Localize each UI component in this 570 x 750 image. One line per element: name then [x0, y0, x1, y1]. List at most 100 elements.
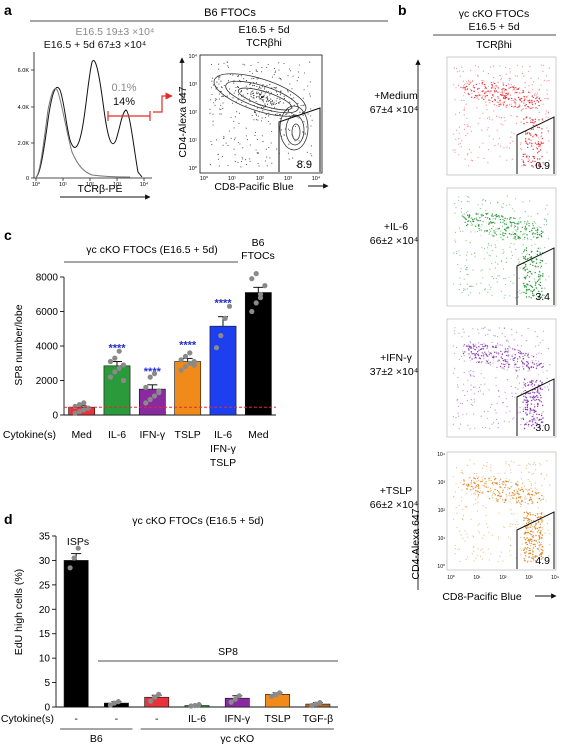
event-dot: [533, 419, 535, 421]
event-dot: [510, 251, 513, 253]
category-label: IFN-γ: [139, 429, 165, 441]
event-dot: [536, 92, 539, 94]
event-dot: [537, 266, 539, 268]
event-dot: [525, 522, 528, 525]
event-dot: [530, 381, 532, 383]
y-tick-label: 0: [52, 411, 58, 422]
event-dot: [491, 213, 493, 215]
event-dot: [466, 117, 468, 119]
event-dot: [211, 143, 213, 146]
event-dot: [534, 482, 536, 484]
event-dot: [476, 88, 479, 90]
event-dot: [503, 278, 505, 280]
event-dot: [478, 224, 480, 226]
event-dot: [266, 96, 268, 98]
contour-line: [459, 211, 547, 245]
event-dot: [212, 124, 214, 126]
contour-line: [488, 487, 518, 497]
contour-a-title2: TCRβhi: [246, 37, 282, 49]
event-dot: [219, 108, 221, 110]
condition-label: +IFN-γ: [380, 352, 413, 364]
event-dot: [227, 164, 229, 167]
data-point: [85, 405, 91, 411]
event-dot: [531, 494, 534, 496]
event-dot: [542, 425, 545, 427]
event-dot: [274, 68, 276, 70]
event-dot: [251, 91, 253, 93]
event-dot: [492, 235, 494, 237]
event-dot: [474, 354, 476, 356]
event-dot: [308, 163, 310, 165]
event-dot: [247, 93, 249, 95]
event-dot: [227, 65, 229, 67]
event-dot: [497, 342, 499, 344]
category-label: -: [74, 713, 78, 725]
event-dot: [526, 364, 528, 366]
event-dot: [533, 289, 535, 292]
sp8-gate: [516, 511, 555, 569]
event-dot: [524, 269, 526, 271]
event-dot: [477, 501, 479, 503]
event-dot: [210, 99, 212, 101]
event-dot: [525, 116, 528, 118]
event-dot: [460, 355, 463, 357]
event-dot: [463, 114, 465, 116]
event-dot: [528, 285, 530, 287]
event-dot: [266, 66, 268, 69]
event-dot: [466, 251, 468, 253]
event-dot: [535, 527, 537, 529]
event-dot: [267, 91, 269, 93]
event-dot: [291, 113, 293, 115]
event-dot: [520, 503, 522, 505]
event-dot: [537, 297, 540, 299]
event-dot: [477, 219, 479, 222]
event-dot: [527, 403, 529, 405]
event-dot: [522, 358, 525, 360]
event-dot: [530, 215, 532, 217]
event-dot: [498, 116, 500, 118]
event-dot: [527, 257, 529, 260]
data-point: [218, 333, 224, 339]
event-dot: [466, 273, 468, 275]
event-dot: [529, 481, 531, 483]
event-dot: [524, 385, 527, 387]
data-point: [75, 545, 81, 551]
contour-a-y-tick: 10³: [189, 82, 197, 88]
event-dot: [283, 98, 285, 100]
event-dot: [536, 405, 539, 408]
event-dot: [486, 252, 488, 254]
event-dot: [240, 75, 242, 77]
event-dot: [465, 558, 467, 560]
event-dot: [307, 113, 309, 115]
event-dot: [454, 491, 456, 493]
hist-x-tick-label: 10⁰: [32, 181, 41, 188]
event-dot: [534, 555, 537, 557]
event-dot: [512, 359, 515, 361]
event-dot: [521, 471, 523, 473]
event-dot: [536, 250, 539, 252]
event-dot: [541, 527, 543, 529]
event-dot: [458, 84, 460, 87]
event-dot: [541, 137, 544, 140]
contour-line: [469, 480, 537, 504]
event-dot: [261, 95, 263, 98]
chart-d-title: γc cKO FTOCs (E16.5 + 5d): [132, 515, 263, 527]
event-dot: [526, 515, 528, 517]
event-dot: [521, 543, 523, 545]
event-dot: [497, 352, 500, 354]
event-dot: [524, 211, 526, 213]
event-dot: [237, 161, 239, 163]
data-point: [81, 400, 87, 406]
event-dot: [528, 254, 531, 256]
event-dot: [502, 560, 504, 562]
event-dot: [528, 471, 530, 473]
event-dot: [536, 143, 538, 146]
event-dot: [544, 532, 546, 534]
event-dot: [458, 70, 460, 72]
event-dot: [219, 76, 221, 78]
event-dot: [486, 523, 488, 525]
event-dot: [463, 109, 465, 111]
event-dot: [494, 267, 496, 269]
event-dot: [532, 423, 534, 426]
